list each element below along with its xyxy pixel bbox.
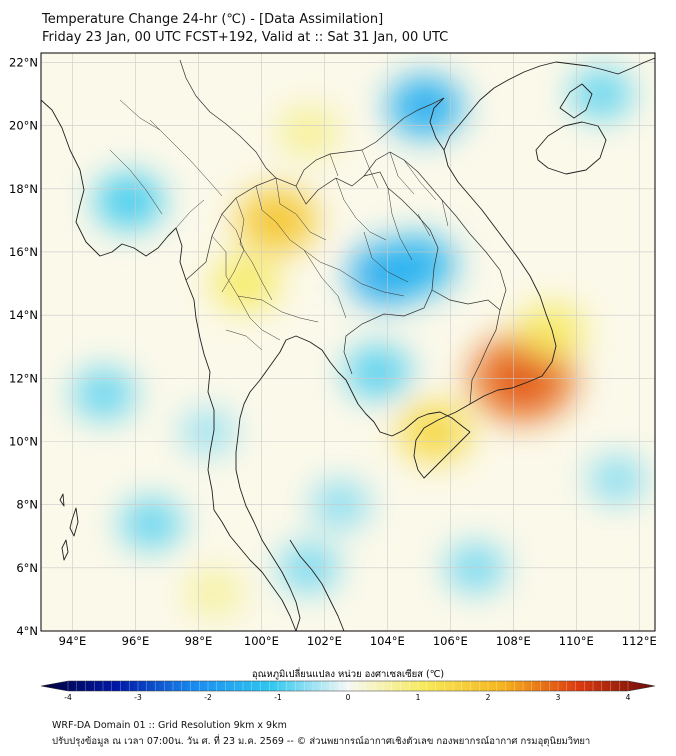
andaman-islands <box>59 493 79 561</box>
lon-label: 104°E <box>370 634 405 648</box>
lon-label: 102°E <box>307 634 342 648</box>
lon-label: 110°E <box>559 634 594 648</box>
latitude-labels: 22°N 20°N 18°N 16°N 14°N 12°N 10°N 8°N 6… <box>9 55 38 638</box>
china-laos-border <box>295 97 445 187</box>
lat-label: 22°N <box>9 55 38 69</box>
cold-anomaly <box>179 409 236 456</box>
cold-anomaly <box>95 173 164 230</box>
warm-anomaly-core <box>260 204 294 236</box>
warm-anomaly <box>278 106 340 157</box>
colorbar: อุณหภูมิเปลี่ยนแปลง หน่วย องศาเซลเซียส (… <box>40 667 656 702</box>
gulf-of-thailand-coast <box>235 335 471 631</box>
colorbar-tick-label: 2 <box>486 693 491 702</box>
colorbar-tick-label: -3 <box>134 693 142 702</box>
colorbar-tick-label: -2 <box>204 693 212 702</box>
lon-label: 112°E <box>622 634 657 648</box>
lat-label: 14°N <box>9 308 38 322</box>
warm-anomaly <box>211 255 280 312</box>
lon-label: 98°E <box>185 634 213 648</box>
lon-label: 94°E <box>59 634 87 648</box>
coastline-and-borders <box>41 57 655 631</box>
lat-label: 10°N <box>9 434 38 448</box>
colorbar-tick-labels: -4 -3 -2 -1 0 1 2 3 4 <box>64 693 630 702</box>
lon-label: 106°E <box>433 634 468 648</box>
colorbar-tick-label: -4 <box>64 693 72 702</box>
colorbar-tick-label: 4 <box>626 693 631 702</box>
laos-province-lines <box>329 149 449 237</box>
warm-anomaly-core <box>419 417 450 447</box>
lat-label: 20°N <box>9 119 38 133</box>
thailand-border <box>185 171 439 375</box>
myanmar-china-border <box>179 59 277 179</box>
lat-label: 8°N <box>16 498 38 512</box>
peninsula-west-coast <box>213 509 297 631</box>
cold-anomaly <box>345 345 411 400</box>
myanmar-province-lines <box>109 99 223 229</box>
leizhou-peninsula <box>559 83 593 119</box>
longitude-labels: 94°E 96°E 98°E 100°E 102°E 104°E 106°E 1… <box>59 634 657 648</box>
plot-frame <box>40 52 656 632</box>
colorbar-tick-label: -1 <box>274 693 282 702</box>
colorbar-tick-label: 0 <box>346 693 351 702</box>
lon-label: 96°E <box>122 634 150 648</box>
cold-anomaly <box>569 68 634 121</box>
admin-borders <box>109 59 507 405</box>
map-title: Temperature Change 24-hr (℃) - [Data Ass… <box>42 12 384 27</box>
vietnam-east-coast <box>443 57 655 315</box>
cold-anomaly <box>72 368 136 421</box>
cambodia-border <box>431 289 501 405</box>
warm-anomaly <box>184 569 244 618</box>
lon-label: 100°E <box>244 634 279 648</box>
colorbar-tick-label: 3 <box>556 693 561 702</box>
lat-label: 18°N <box>9 182 38 196</box>
map-plot-area <box>40 52 656 632</box>
lon-label: 108°E <box>496 634 531 648</box>
lat-label: 12°N <box>9 371 38 385</box>
myanmar-coastline <box>41 99 215 511</box>
thai-province-lines <box>211 177 413 351</box>
footer-model-info: WRF-DA Domain 01 :: Grid Resolution 9km … <box>52 720 287 731</box>
lat-label: 4°N <box>16 624 38 638</box>
hainan-island <box>535 121 607 175</box>
cold-anomaly <box>119 497 183 550</box>
lat-label: 6°N <box>16 561 38 575</box>
vietnam-south-coast <box>413 313 557 479</box>
map-subtitle: Friday 23 Jan, 00 UTC FCST+192, Valid at… <box>42 30 449 45</box>
cold-anomaly-core <box>403 250 435 279</box>
cold-anomaly <box>588 455 647 504</box>
footer-credit: ปรับปรุงข้อมูล ณ เวลา 07:00น. วัน ศ. ที่… <box>52 736 591 747</box>
lat-label: 16°N <box>9 245 38 259</box>
malaysia-east-coast <box>289 539 345 631</box>
colorbar-ticks <box>67 681 629 691</box>
gulf-of-tonkin-coast <box>429 97 445 151</box>
colorbar-tick-label: 1 <box>416 693 421 702</box>
colorbar-label: อุณหภูมิเปลี่ยนแปลง หน่วย องศาเซลเซียส (… <box>252 667 444 680</box>
warm-anomaly <box>517 302 586 359</box>
temperature-field <box>72 68 647 618</box>
